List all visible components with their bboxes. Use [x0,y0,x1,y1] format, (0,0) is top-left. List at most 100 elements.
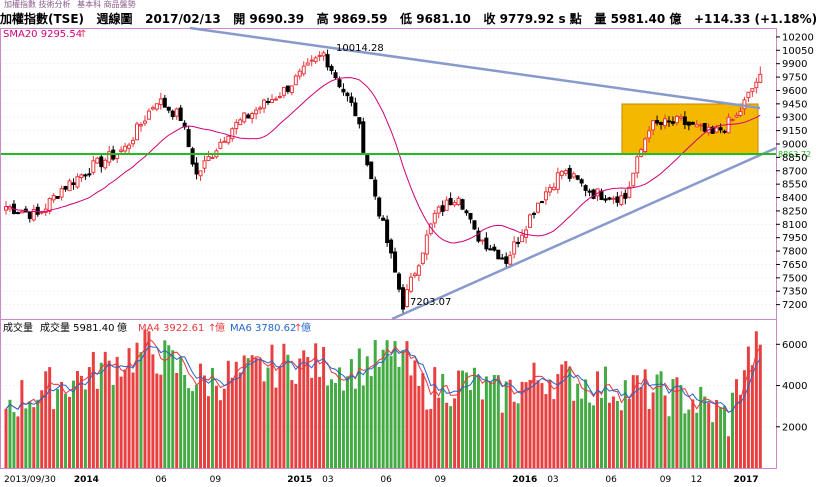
volume-bar [361,385,365,468]
candle-down [285,85,290,92]
candle-down [87,173,92,176]
ma6-label: MA6 3780.62 [230,323,296,334]
ma4-unit: 億 [215,321,225,334]
volume-unit: 億 [669,12,682,26]
candle-up [123,145,128,152]
price-tick-label: 8250 [782,206,807,217]
volume-axis: 2000 4000 6000 [776,340,807,433]
candle-down [71,182,76,186]
date-tick-label: 06 [155,475,167,485]
volume-bar [171,350,175,468]
volume-panel-title: 成交量 [3,321,33,334]
volume-bar [258,358,262,468]
candle-up [758,73,763,83]
volume-bar [433,367,437,468]
candle-up [730,119,735,122]
open-value: 9690.39 [249,12,305,26]
candle-up [432,212,437,224]
candle-up [647,130,652,139]
volume-bar [731,392,735,468]
volume-bar [79,375,83,468]
tab-basic[interactable]: 基本科 商品盤勢 [77,0,136,9]
volume-bar [667,416,671,468]
candle-down [357,117,362,125]
candle-down [460,199,465,210]
candle-down [722,130,727,133]
volume-bar [560,364,564,468]
candle-down [603,198,608,201]
candle-down [166,106,171,111]
volume-bar [580,398,584,468]
volume-bar [119,376,123,468]
candle-down [345,92,350,97]
volume-bar [187,388,191,468]
price-tick-label: 7200 [782,300,807,311]
date-tick-label: 2016 [512,475,537,485]
candle-down [496,249,501,260]
candle-up [142,120,147,124]
volume-bar [492,375,496,468]
candle-down [349,96,354,103]
candle-up [512,241,517,255]
volume-bar [147,331,151,468]
volume-bar [655,374,659,468]
date-tick-label: 03 [322,475,333,485]
volume-bar [36,399,40,468]
candle-up [131,139,136,145]
tab-technical[interactable]: 加權指數 技術分析 [4,0,71,9]
close-label: 收 [483,12,496,26]
volume-bar [234,361,238,468]
candle-up [408,276,413,292]
candle-down [488,248,493,251]
volume-bar [727,436,731,468]
volume-bar [353,388,357,468]
volume-bar [675,377,679,468]
volume-bar [199,363,203,468]
volume-bar [639,386,643,468]
price-tick-label: 10200 [782,32,814,43]
volume-bar [500,412,504,468]
volume-bar [611,396,615,468]
volume-bar [175,373,179,468]
volume-bar [592,405,596,468]
candle-up [51,195,56,201]
date-tick-label: 2015 [287,475,312,485]
candle-down [468,213,473,220]
volume-bar [564,361,568,468]
date-tick-label: 06 [380,475,392,485]
volume-bar [68,396,72,468]
candle-down [500,257,505,260]
volume-bar [330,379,334,468]
volume-bar [8,399,12,468]
candle-down [27,212,32,219]
volume-bar [135,342,139,468]
volume-bar [552,399,556,468]
volume-bar [322,347,326,468]
volume-bar [389,356,393,468]
candle-down [246,114,251,119]
volume-bar [532,362,536,468]
volume-bar [441,373,445,468]
candle-up [297,70,302,77]
candle-down [385,219,390,244]
candle-up [643,138,648,153]
candle-down [532,212,537,215]
candle-down [393,251,398,273]
volume-bar [707,402,711,468]
candle-down [655,120,660,124]
volume-bar [540,383,544,468]
volume-bar [99,362,103,468]
volume-bar [758,344,762,468]
candle-up [226,135,231,144]
candle-up [742,99,747,110]
volume-bar [71,380,75,468]
volume-label: 量 [594,12,607,26]
volume-bar [603,366,607,468]
candle-down [690,122,695,125]
volume-bar [445,402,449,468]
price-tick-label: 8550 [782,180,807,191]
volume-bar [238,372,242,468]
volume-bar [393,341,397,468]
volume-bar [60,381,64,468]
volume-bar [16,416,20,468]
